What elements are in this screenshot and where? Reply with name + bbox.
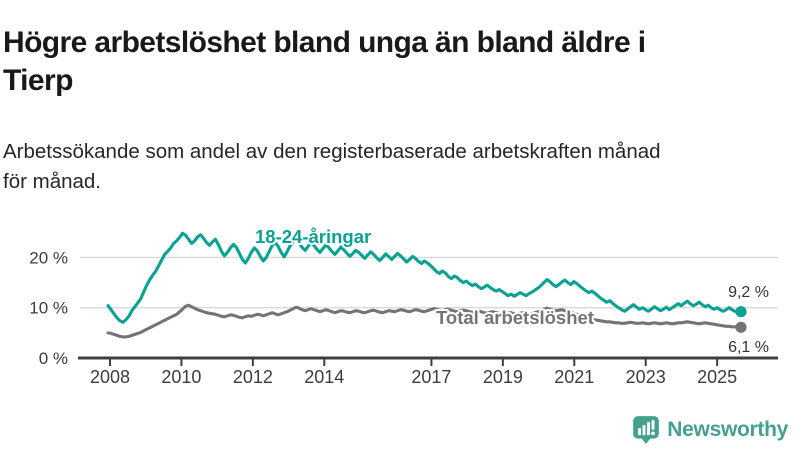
page-title: Högre arbetslöshet bland unga än bland ä… bbox=[3, 24, 795, 100]
x-tick-label-2019: 2019 bbox=[483, 367, 523, 387]
chart-axis bbox=[78, 356, 778, 366]
newsworthy-chart-bubble-icon bbox=[633, 416, 660, 444]
x-tick-label-2008: 2008 bbox=[90, 367, 130, 387]
series-line-youth bbox=[106, 231, 743, 324]
newsworthy-logo: Newsworthy bbox=[632, 415, 788, 445]
end-value-label-youth: 9,2 % bbox=[728, 284, 769, 301]
logo-bubble bbox=[633, 416, 660, 439]
logo-exclamation-dot bbox=[651, 431, 656, 436]
chart-subtitle-line2: för månad. bbox=[3, 169, 101, 193]
chart-subtitle: Arbetssökande som andel av den registerb… bbox=[3, 137, 797, 197]
series-label-youth: 18-24-åringar bbox=[255, 226, 371, 247]
page-title-line1: Högre arbetslöshet bland unga än bland ä… bbox=[3, 26, 646, 60]
logo-bar-small bbox=[638, 428, 642, 436]
x-tick-label-2017: 2017 bbox=[411, 367, 451, 387]
y-tick-label-10: 10 % bbox=[29, 299, 68, 318]
x-tick-label-2025: 2025 bbox=[697, 367, 737, 387]
page-title-line2: Tierp bbox=[3, 64, 73, 98]
newsworthy-wordmark: Newsworthy bbox=[667, 418, 788, 441]
chart-tick-labels: 2008 2010 2012 2014 2017 2019 2021 2023 2025 0 % 1… bbox=[29, 248, 737, 387]
x-tick-label-2014: 2014 bbox=[304, 367, 344, 387]
y-tick-label-0: 0 % bbox=[39, 349, 68, 368]
logo-bar-medium bbox=[642, 425, 646, 436]
logo-exclamation-stem bbox=[651, 419, 655, 430]
x-tick-label-2010: 2010 bbox=[161, 367, 201, 387]
x-tick-label-2021: 2021 bbox=[554, 367, 594, 387]
series-line-total bbox=[106, 303, 743, 339]
series-end-dot-youth bbox=[735, 306, 747, 318]
chart-series-labels: 18-24-åringar 9,2 % Total arbetslöshet 6,1 … bbox=[253, 224, 769, 356]
end-value-label-total: 6,1 % bbox=[728, 339, 769, 356]
x-tick-label-2012: 2012 bbox=[233, 367, 273, 387]
logo-bubble-tail bbox=[641, 438, 652, 444]
series-end-dot-total bbox=[735, 321, 747, 333]
series-label-total: Total arbetslöshet bbox=[436, 307, 594, 328]
chart-subtitle-line1: Arbetssökande som andel av den registerb… bbox=[3, 139, 661, 163]
chart-series bbox=[106, 231, 747, 339]
y-tick-label-20: 20 % bbox=[29, 248, 68, 267]
logo-bar-tall bbox=[647, 422, 651, 436]
x-tick-label-2023: 2023 bbox=[626, 367, 666, 387]
